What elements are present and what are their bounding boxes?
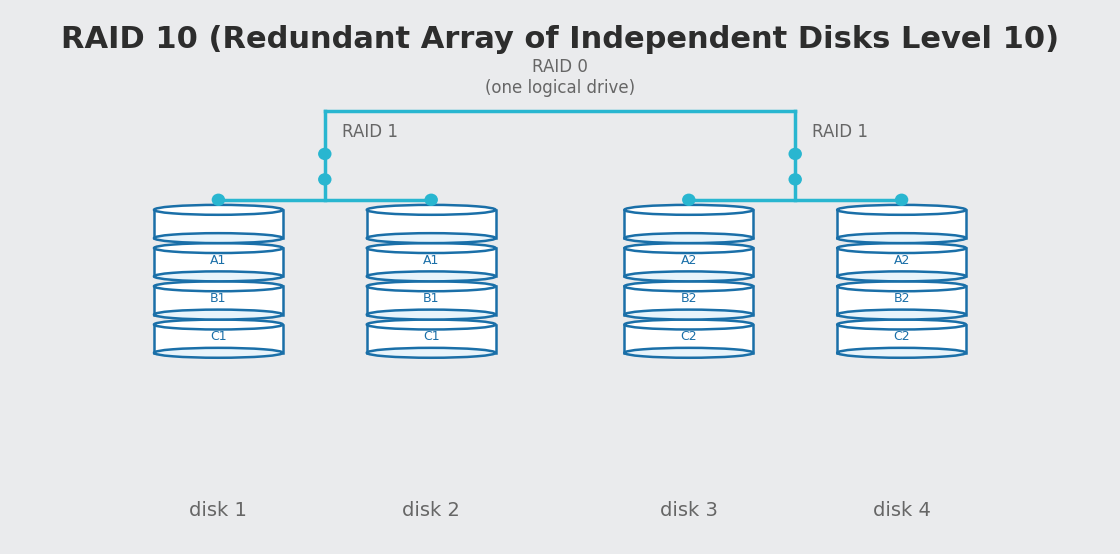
Ellipse shape bbox=[153, 243, 282, 253]
Polygon shape bbox=[367, 210, 495, 238]
Text: A2: A2 bbox=[894, 254, 909, 266]
Polygon shape bbox=[625, 325, 753, 353]
Ellipse shape bbox=[625, 281, 753, 291]
Polygon shape bbox=[153, 286, 282, 315]
Text: disk 1: disk 1 bbox=[189, 501, 248, 520]
Polygon shape bbox=[153, 210, 282, 238]
Ellipse shape bbox=[788, 173, 802, 186]
Text: RAID 1: RAID 1 bbox=[342, 123, 398, 141]
Polygon shape bbox=[367, 325, 495, 353]
Text: A1: A1 bbox=[211, 254, 226, 266]
Ellipse shape bbox=[838, 310, 965, 320]
Ellipse shape bbox=[366, 243, 495, 253]
Text: C1: C1 bbox=[423, 330, 439, 343]
Polygon shape bbox=[838, 325, 965, 353]
Ellipse shape bbox=[625, 320, 753, 330]
Ellipse shape bbox=[153, 233, 282, 243]
Ellipse shape bbox=[153, 281, 282, 291]
Ellipse shape bbox=[153, 320, 282, 330]
Text: A2: A2 bbox=[681, 254, 697, 266]
Polygon shape bbox=[367, 286, 495, 315]
Polygon shape bbox=[367, 248, 495, 276]
Polygon shape bbox=[625, 210, 753, 238]
Ellipse shape bbox=[838, 271, 965, 281]
Ellipse shape bbox=[153, 271, 282, 281]
Text: C2: C2 bbox=[681, 330, 697, 343]
Ellipse shape bbox=[625, 205, 753, 215]
Ellipse shape bbox=[895, 193, 908, 206]
Ellipse shape bbox=[153, 348, 282, 358]
Text: B1: B1 bbox=[211, 292, 226, 305]
Ellipse shape bbox=[838, 233, 965, 243]
Ellipse shape bbox=[424, 193, 438, 206]
Ellipse shape bbox=[366, 233, 495, 243]
Ellipse shape bbox=[682, 193, 696, 206]
Text: B2: B2 bbox=[894, 292, 909, 305]
Ellipse shape bbox=[838, 281, 965, 291]
Ellipse shape bbox=[625, 243, 753, 253]
Ellipse shape bbox=[838, 205, 965, 215]
Ellipse shape bbox=[318, 148, 332, 160]
Text: C1: C1 bbox=[211, 330, 226, 343]
Text: RAID 0
(one logical drive): RAID 0 (one logical drive) bbox=[485, 58, 635, 97]
Ellipse shape bbox=[366, 271, 495, 281]
Text: disk 2: disk 2 bbox=[402, 501, 460, 520]
Text: RAID 1: RAID 1 bbox=[812, 123, 868, 141]
Text: C2: C2 bbox=[894, 330, 909, 343]
Ellipse shape bbox=[318, 173, 332, 186]
Ellipse shape bbox=[366, 348, 495, 358]
Polygon shape bbox=[838, 248, 965, 276]
Ellipse shape bbox=[838, 348, 965, 358]
Ellipse shape bbox=[153, 205, 282, 215]
Ellipse shape bbox=[366, 205, 495, 215]
Ellipse shape bbox=[153, 310, 282, 320]
Text: RAID 10 (Redundant Array of Independent Disks Level 10): RAID 10 (Redundant Array of Independent … bbox=[60, 25, 1060, 54]
Polygon shape bbox=[153, 248, 282, 276]
Polygon shape bbox=[153, 325, 282, 353]
Text: B1: B1 bbox=[423, 292, 439, 305]
Ellipse shape bbox=[366, 281, 495, 291]
Text: disk 3: disk 3 bbox=[660, 501, 718, 520]
Ellipse shape bbox=[366, 310, 495, 320]
Polygon shape bbox=[838, 286, 965, 315]
Text: disk 4: disk 4 bbox=[872, 501, 931, 520]
Ellipse shape bbox=[788, 148, 802, 160]
Ellipse shape bbox=[625, 310, 753, 320]
Ellipse shape bbox=[625, 233, 753, 243]
Text: A1: A1 bbox=[423, 254, 439, 266]
Ellipse shape bbox=[212, 193, 225, 206]
Text: B2: B2 bbox=[681, 292, 697, 305]
Polygon shape bbox=[625, 286, 753, 315]
Ellipse shape bbox=[838, 320, 965, 330]
Polygon shape bbox=[838, 210, 965, 238]
Ellipse shape bbox=[366, 320, 495, 330]
Polygon shape bbox=[625, 248, 753, 276]
Ellipse shape bbox=[838, 243, 965, 253]
Ellipse shape bbox=[625, 271, 753, 281]
Ellipse shape bbox=[625, 348, 753, 358]
